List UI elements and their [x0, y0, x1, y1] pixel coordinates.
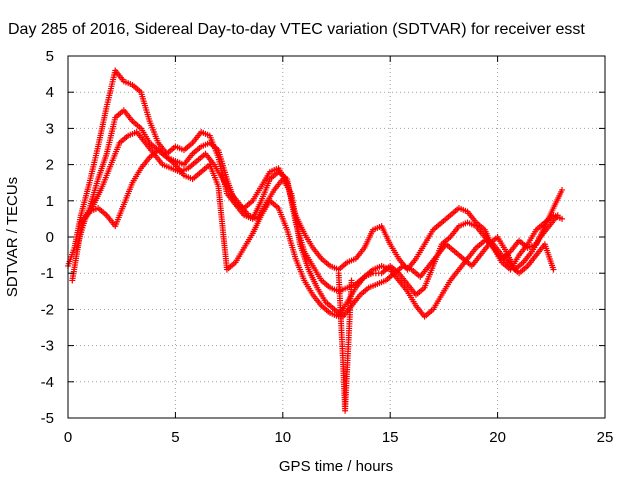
- y-tick-label: 5: [46, 48, 54, 65]
- x-tick-label: 25: [597, 429, 614, 446]
- y-tick-label: 1: [46, 193, 54, 210]
- y-tick-label: 3: [46, 120, 54, 137]
- x-tick-label: 0: [64, 429, 72, 446]
- data-point: [559, 215, 566, 222]
- chart-title: Day 285 of 2016, Sidereal Day-to-day VTE…: [8, 21, 585, 38]
- y-tick-label: 4: [46, 84, 54, 101]
- axis-ticks: 0 5 10 15 20 25 -5 -4 -3 -2 -1 0 1 2 3 4 5: [41, 48, 614, 446]
- y-tick-label: -1: [41, 265, 54, 282]
- y-tick-label: 0: [46, 229, 54, 246]
- x-axis-label: GPS time / hours: [279, 458, 393, 475]
- y-tick-label: -4: [41, 374, 54, 391]
- data-point: [554, 212, 561, 219]
- y-axis-label: SDTVAR / TECUs: [4, 177, 21, 297]
- data-marks: [65, 67, 566, 414]
- data-point: [550, 266, 557, 273]
- y-tick-label: -5: [41, 410, 54, 427]
- y-tick-label: 2: [46, 157, 54, 174]
- x-tick-label: 10: [274, 429, 291, 446]
- x-tick-label: 20: [489, 429, 506, 446]
- y-tick-label: -3: [41, 338, 54, 355]
- data-point: [348, 277, 355, 284]
- y-tick-label: -2: [41, 301, 54, 318]
- data-point: [559, 186, 566, 193]
- x-tick-label: 15: [382, 429, 399, 446]
- x-tick-label: 5: [171, 429, 179, 446]
